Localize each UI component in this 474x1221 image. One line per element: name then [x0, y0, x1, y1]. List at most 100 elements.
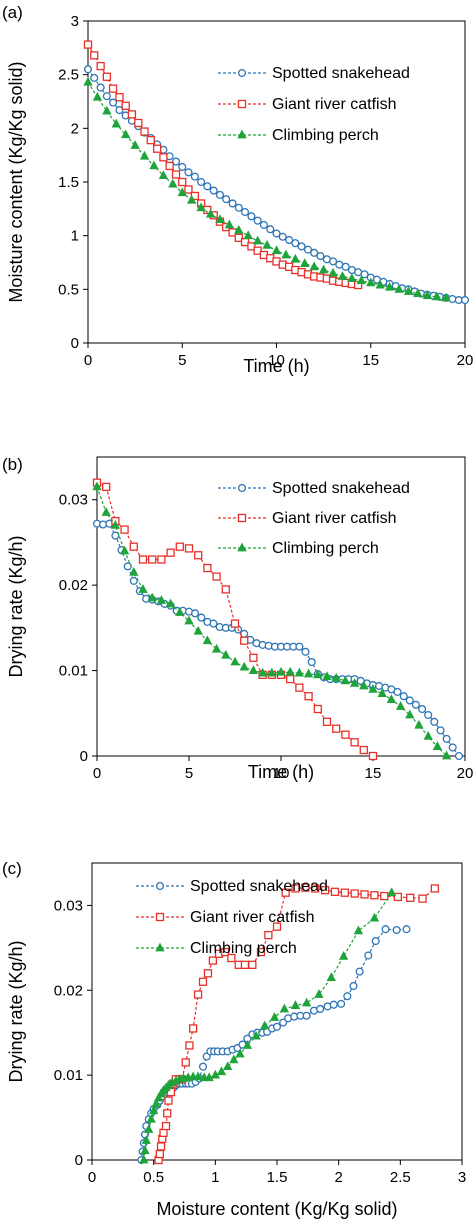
legend: Spotted snakehead Giant river catfish Clim… [218, 480, 410, 557]
data-point [229, 1054, 239, 1064]
data-point [266, 225, 275, 234]
data-point [448, 294, 457, 304]
data-point [83, 65, 93, 74]
data-point [314, 989, 324, 998]
data-point [360, 270, 369, 279]
data-point [240, 208, 250, 217]
data-point [164, 1096, 173, 1105]
data-point [209, 186, 218, 195]
y-tick-label: 0.01 [59, 663, 88, 680]
data-point [301, 883, 310, 892]
series-circle [137, 925, 411, 1165]
data-point [279, 1018, 288, 1027]
y-axis-label: Drying rate (Kg/h) [6, 940, 26, 1082]
y-tick-label: 0.02 [54, 982, 83, 999]
data-point [272, 1022, 282, 1031]
series-square [154, 883, 440, 1165]
data-point [359, 680, 369, 690]
data-point [209, 619, 218, 628]
data-point [349, 678, 360, 687]
data-point [259, 220, 268, 229]
data-point [193, 625, 203, 635]
data-point [148, 555, 157, 564]
data-point [285, 666, 295, 676]
data-point [203, 969, 213, 978]
data-point [234, 203, 243, 212]
data-point [405, 709, 415, 719]
data-point [432, 291, 442, 301]
data-point [353, 925, 364, 935]
data-point [259, 1020, 270, 1030]
data-point [309, 261, 319, 271]
data-point [392, 925, 401, 935]
data-point [337, 999, 346, 1008]
data-point [370, 891, 379, 900]
data-point [153, 1092, 164, 1102]
data-point [102, 72, 111, 81]
data-point [184, 168, 193, 177]
data-point [295, 683, 304, 692]
data-point [157, 555, 166, 564]
data-point [130, 140, 140, 149]
data-point [240, 636, 249, 645]
data-point [171, 157, 181, 166]
data-point [240, 960, 250, 969]
data-point [405, 696, 414, 705]
data-point [240, 629, 249, 638]
data-point [366, 277, 376, 287]
legend-label: Spotted snakehead [272, 65, 410, 82]
y-tick-label: 0 [71, 335, 79, 352]
data-point [221, 649, 231, 659]
data-point [235, 1048, 245, 1058]
data-point [197, 613, 206, 622]
data-point [166, 548, 175, 557]
data-point [248, 665, 259, 674]
data-point [360, 890, 369, 899]
data-point [272, 922, 282, 931]
data-point [121, 101, 130, 110]
data-point [291, 239, 300, 248]
series-line [87, 81, 447, 299]
data-point [184, 185, 193, 194]
data-point [316, 1004, 325, 1014]
data-point [442, 734, 451, 743]
data-point [340, 675, 351, 685]
data-point [139, 150, 150, 160]
data-point [448, 743, 457, 752]
y-tick-label: 3 [71, 13, 79, 30]
data-point [248, 960, 257, 969]
data-point [332, 724, 341, 733]
data-point [393, 687, 402, 696]
data-point [102, 92, 111, 101]
legend-label: Climbing perch [272, 127, 379, 144]
data-point [285, 235, 294, 245]
data-point [341, 262, 350, 271]
y-tick-label: 0.02 [59, 577, 88, 594]
data-point [310, 248, 319, 257]
data-point [262, 239, 272, 249]
x-tick-label: 2 [334, 1169, 342, 1186]
data-point [406, 893, 415, 902]
data-point [432, 741, 443, 751]
legend: Spotted snakehead Giant river catfish Clim… [136, 878, 328, 957]
x-tick-label: 5 [185, 765, 193, 782]
y-axis-label: Drying rate (Kg/h) [6, 535, 26, 677]
panel-label: (c) [2, 859, 22, 878]
x-tick-label: 0 [84, 352, 92, 369]
data-point [211, 643, 222, 653]
data-point [178, 177, 187, 187]
data-point [178, 162, 187, 172]
x-tick-label: 15 [365, 765, 382, 782]
legend-marker [237, 68, 247, 78]
data-point [230, 619, 240, 628]
data-point [249, 653, 258, 662]
x-tick-label: 5 [178, 352, 186, 369]
data-point [205, 208, 216, 218]
y-tick-label: 1 [71, 228, 79, 245]
data-point [222, 195, 231, 204]
data-point [322, 671, 332, 680]
data-point [90, 73, 99, 82]
data-point [156, 595, 167, 604]
data-point [159, 1128, 168, 1137]
legend-label: Spotted snakehead [190, 878, 328, 895]
